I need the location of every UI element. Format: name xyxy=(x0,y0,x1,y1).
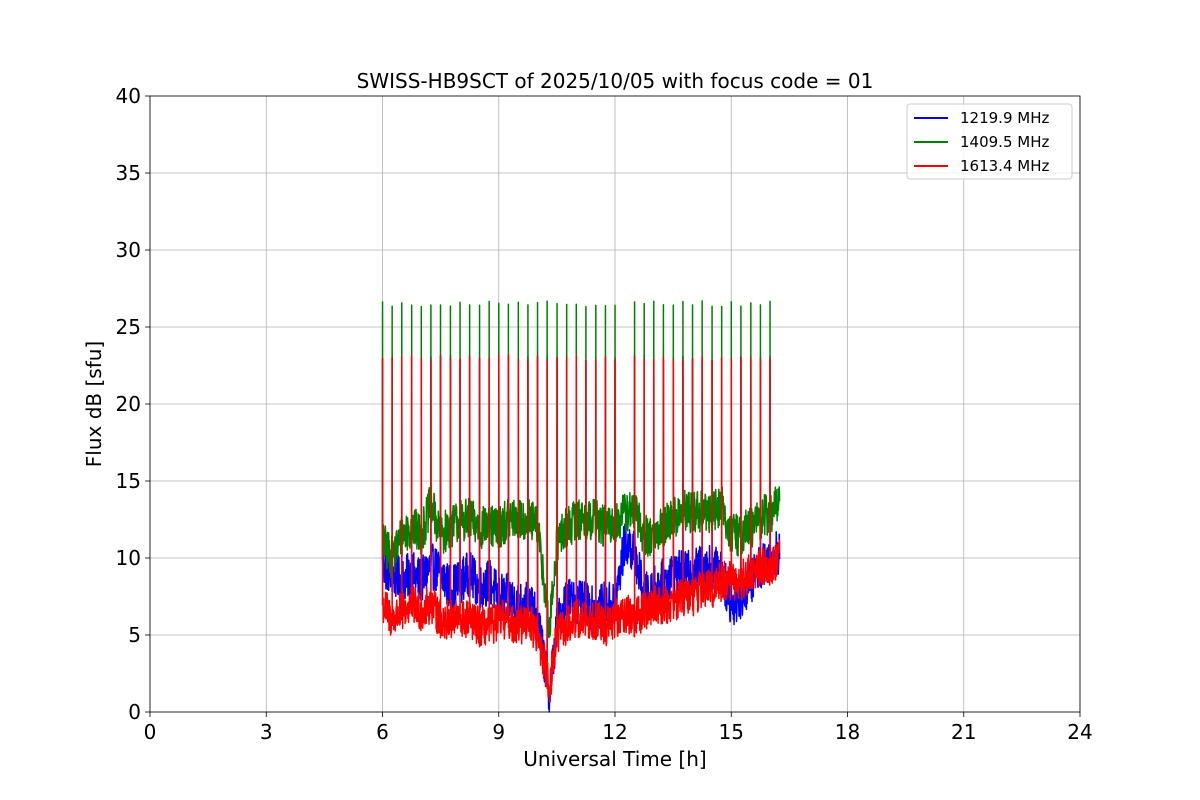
y-tick-label: 20 xyxy=(116,392,141,416)
y-tick-label: 25 xyxy=(116,315,141,339)
series-line-1219-9-mhz xyxy=(381,354,781,713)
plot-area xyxy=(381,300,781,713)
x-axis-label: Universal Time [h] xyxy=(523,747,706,771)
y-tick-label: 30 xyxy=(116,238,141,262)
legend-label: 1613.4 MHz xyxy=(960,157,1049,175)
x-tick-label: 3 xyxy=(260,720,273,744)
series-line-1613-4-mhz xyxy=(381,354,781,703)
y-tick-label: 35 xyxy=(116,161,141,185)
x-tick-label: 12 xyxy=(602,720,627,744)
x-tick-label: 24 xyxy=(1067,720,1092,744)
y-tick-label: 0 xyxy=(128,700,141,724)
legend-frame xyxy=(906,103,1073,180)
x-tick-label: 21 xyxy=(951,720,976,744)
y-tick-label: 10 xyxy=(116,546,141,570)
legend-label: 1219.9 MHz xyxy=(960,109,1049,127)
x-tick-label: 18 xyxy=(835,720,860,744)
legend: 1219.9 MHz 1409.5 MHz 1613.4 MHz xyxy=(906,103,1073,180)
x-tick-label: 9 xyxy=(492,720,505,744)
chart-title: SWISS-HB9SCT of 2025/10/05 with focus co… xyxy=(357,69,874,93)
y-tick-label: 40 xyxy=(116,84,141,108)
y-tick-label: 15 xyxy=(116,469,141,493)
x-tick-label: 0 xyxy=(144,720,157,744)
x-tick-label: 15 xyxy=(719,720,744,744)
series-line-1409-5-mhz xyxy=(381,300,781,639)
axes-ticks: 0 3 6 9 12 15 18 21 24 0 5 10 15 20 25 30 35 40 xyxy=(116,84,1093,744)
y-tick-label: 5 xyxy=(128,623,141,647)
y-axis-label: Flux dB [sfu] xyxy=(82,341,106,467)
legend-label: 1409.5 MHz xyxy=(960,133,1049,151)
x-tick-label: 6 xyxy=(376,720,389,744)
